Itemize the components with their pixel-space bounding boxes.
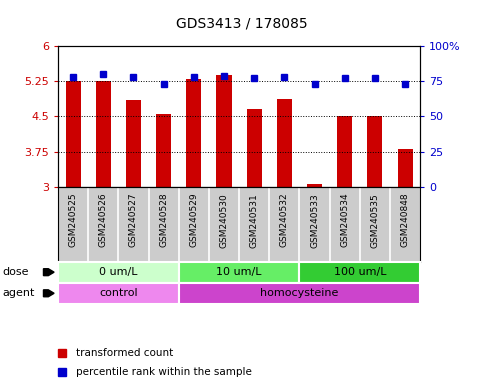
Bar [277, 99, 292, 187]
Text: 10 um/L: 10 um/L [216, 267, 262, 277]
Text: GSM240533: GSM240533 [310, 193, 319, 248]
Bar [179, 262, 299, 283]
Text: GSM240529: GSM240529 [189, 193, 199, 247]
Text: 0 um/L: 0 um/L [99, 267, 138, 277]
Bar [156, 114, 171, 187]
Text: GSM240525: GSM240525 [69, 193, 78, 247]
Bar [247, 109, 262, 187]
Bar [186, 79, 201, 187]
Bar [216, 75, 231, 187]
Text: GSM240848: GSM240848 [400, 193, 410, 247]
Bar [307, 184, 322, 187]
Text: transformed count: transformed count [76, 348, 173, 358]
Text: dose: dose [2, 267, 29, 277]
Text: GSM240527: GSM240527 [129, 193, 138, 247]
Bar [58, 283, 179, 304]
Bar [66, 81, 81, 187]
Bar [299, 262, 420, 283]
Bar [368, 116, 383, 187]
Text: GSM240532: GSM240532 [280, 193, 289, 247]
Text: GDS3413 / 178085: GDS3413 / 178085 [176, 17, 307, 31]
Bar [398, 149, 412, 187]
Text: homocysteine: homocysteine [260, 288, 339, 298]
Text: GSM240526: GSM240526 [99, 193, 108, 247]
Text: GSM240531: GSM240531 [250, 193, 259, 248]
Text: control: control [99, 288, 138, 298]
Text: GSM240535: GSM240535 [370, 193, 380, 248]
Text: agent: agent [2, 288, 35, 298]
Bar [126, 100, 141, 187]
Bar [96, 81, 111, 187]
Text: percentile rank within the sample: percentile rank within the sample [76, 367, 252, 377]
Text: 100 um/L: 100 um/L [334, 267, 386, 277]
Bar [337, 116, 352, 187]
Text: GSM240530: GSM240530 [219, 193, 228, 248]
Bar [179, 283, 420, 304]
Text: GSM240534: GSM240534 [340, 193, 349, 247]
Bar [58, 262, 179, 283]
Text: GSM240528: GSM240528 [159, 193, 168, 247]
